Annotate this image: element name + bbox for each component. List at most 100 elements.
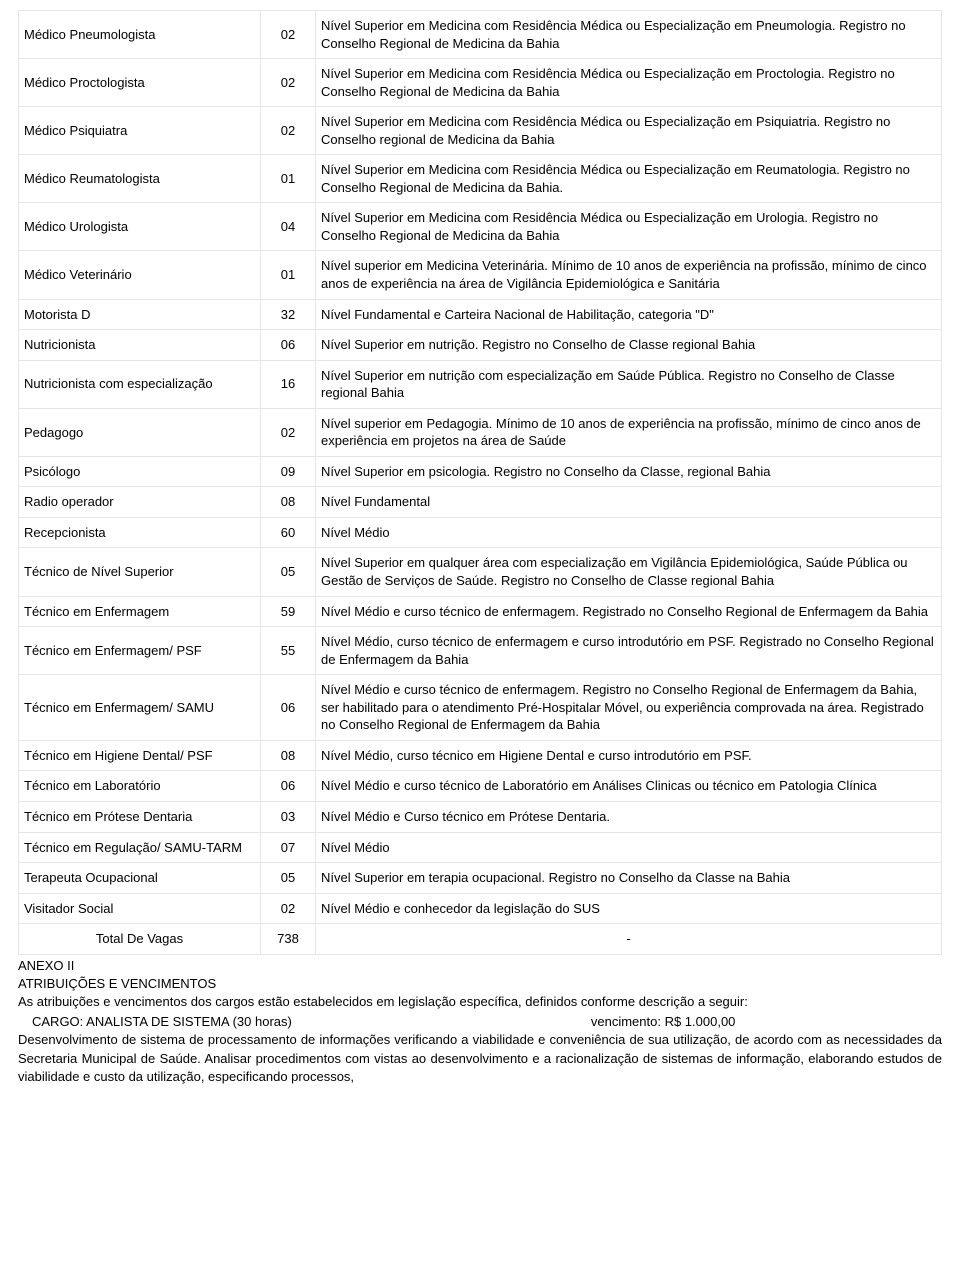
cell-cargo: Técnico em Laboratório: [19, 771, 261, 802]
cell-requisito: Nível Superior em psicologia. Registro n…: [316, 456, 942, 487]
cell-vagas: 32: [261, 299, 316, 330]
cargos-table: Médico Pneumologista02Nível Superior em …: [18, 10, 942, 955]
table-row: Técnico em Enfermagem59Nível Médio e cur…: [19, 596, 942, 627]
cell-requisito: Nível Médio e Curso técnico em Prótese D…: [316, 801, 942, 832]
table-row: Técnico em Higiene Dental/ PSF08Nível Mé…: [19, 740, 942, 771]
table-row: Terapeuta Ocupacional05Nível Superior em…: [19, 863, 942, 894]
cell-vagas: 55: [261, 627, 316, 675]
anexo-cargo-label: CARGO: ANALISTA DE SISTEMA (30 horas): [18, 1013, 591, 1031]
cell-cargo: Nutricionista com especialização: [19, 360, 261, 408]
cell-cargo: Técnico em Prótese Dentaria: [19, 801, 261, 832]
table-row: Pedagogo02Nível superior em Pedagogia. M…: [19, 408, 942, 456]
table-row: Técnico de Nível Superior05Nível Superio…: [19, 548, 942, 596]
cell-vagas: 07: [261, 832, 316, 863]
cell-requisito: Nível Superior em Medicina com Residênci…: [316, 11, 942, 59]
table-row: Médico Veterinário01Nível superior em Me…: [19, 251, 942, 299]
table-row: Radio operador08Nível Fundamental: [19, 487, 942, 518]
cell-cargo: Técnico de Nível Superior: [19, 548, 261, 596]
cell-vagas: 08: [261, 740, 316, 771]
table-row: Nutricionista06Nível Superior em nutriçã…: [19, 330, 942, 361]
table-row: Psicólogo09Nível Superior em psicologia.…: [19, 456, 942, 487]
table-row: Médico Pneumologista02Nível Superior em …: [19, 11, 942, 59]
cell-cargo: Pedagogo: [19, 408, 261, 456]
total-value: 738: [261, 924, 316, 955]
cell-requisito: Nível Superior em Medicina com Residênci…: [316, 155, 942, 203]
anexo-body: Desenvolvimento de sistema de processame…: [18, 1031, 942, 1086]
cell-cargo: Terapeuta Ocupacional: [19, 863, 261, 894]
anexo-subtitle: ATRIBUIÇÕES E VENCIMENTOS: [18, 975, 942, 993]
cell-vagas: 06: [261, 771, 316, 802]
cell-vagas: 05: [261, 863, 316, 894]
cell-requisito: Nível Médio e curso técnico de enfermage…: [316, 596, 942, 627]
anexo-vencimento-label: vencimento: R$ 1.000,00: [591, 1013, 942, 1031]
table-row: Recepcionista60Nível Médio: [19, 517, 942, 548]
cell-vagas: 08: [261, 487, 316, 518]
table-row: Técnico em Enfermagem/ PSF55Nível Médio,…: [19, 627, 942, 675]
table-row: Técnico em Enfermagem/ SAMU06Nível Médio…: [19, 675, 942, 741]
table-row: Técnico em Regulação/ SAMU-TARM07Nível M…: [19, 832, 942, 863]
anexo-title: ANEXO II: [18, 957, 942, 975]
cell-vagas: 02: [261, 408, 316, 456]
anexo-intro: As atribuições e vencimentos dos cargos …: [18, 993, 942, 1011]
cell-cargo: Técnico em Enfermagem: [19, 596, 261, 627]
table-row: Médico Proctologista02Nível Superior em …: [19, 59, 942, 107]
table-total-row: Total De Vagas738-: [19, 924, 942, 955]
cell-cargo: Técnico em Enfermagem/ SAMU: [19, 675, 261, 741]
table-row: Médico Reumatologista01Nível Superior em…: [19, 155, 942, 203]
cell-vagas: 06: [261, 675, 316, 741]
cell-vagas: 09: [261, 456, 316, 487]
table-row: Médico Psiquiatra02Nível Superior em Med…: [19, 107, 942, 155]
table-row: Médico Urologista04Nível Superior em Med…: [19, 203, 942, 251]
cell-requisito: Nível Médio e curso técnico de Laboratór…: [316, 771, 942, 802]
cell-requisito: Nível Fundamental e Carteira Nacional de…: [316, 299, 942, 330]
anexo-section: ANEXO II ATRIBUIÇÕES E VENCIMENTOS As at…: [18, 957, 942, 1086]
cell-cargo: Nutricionista: [19, 330, 261, 361]
cell-requisito: Nível Superior em nutrição. Registro no …: [316, 330, 942, 361]
cell-requisito: Nível superior em Medicina Veterinária. …: [316, 251, 942, 299]
cell-requisito: Nível Médio, curso técnico de enfermagem…: [316, 627, 942, 675]
cell-cargo: Psicólogo: [19, 456, 261, 487]
cell-vagas: 16: [261, 360, 316, 408]
cell-cargo: Recepcionista: [19, 517, 261, 548]
cell-vagas: 59: [261, 596, 316, 627]
cell-vagas: 60: [261, 517, 316, 548]
cell-cargo: Médico Psiquiatra: [19, 107, 261, 155]
cell-vagas: 04: [261, 203, 316, 251]
cell-vagas: 05: [261, 548, 316, 596]
cell-requisito: Nível Médio: [316, 517, 942, 548]
cell-vagas: 01: [261, 251, 316, 299]
cell-vagas: 02: [261, 107, 316, 155]
cell-cargo: Médico Veterinário: [19, 251, 261, 299]
cell-requisito: Nível Fundamental: [316, 487, 942, 518]
cell-cargo: Médico Reumatologista: [19, 155, 261, 203]
table-row: Visitador Social02Nível Médio e conheced…: [19, 893, 942, 924]
cell-vagas: 02: [261, 59, 316, 107]
total-label: Total De Vagas: [19, 924, 261, 955]
cell-cargo: Radio operador: [19, 487, 261, 518]
table-row: Técnico em Prótese Dentaria03Nível Médio…: [19, 801, 942, 832]
cell-requisito: Nível Superior em terapia ocupacional. R…: [316, 863, 942, 894]
cell-vagas: 01: [261, 155, 316, 203]
cell-vagas: 06: [261, 330, 316, 361]
cell-cargo: Técnico em Enfermagem/ PSF: [19, 627, 261, 675]
cell-requisito: Nível Médio e curso técnico de enfermage…: [316, 675, 942, 741]
cell-requisito: Nível Superior em Medicina com Residênci…: [316, 59, 942, 107]
cell-requisito: Nível Superior em Medicina com Residênci…: [316, 203, 942, 251]
cell-cargo: Técnico em Regulação/ SAMU-TARM: [19, 832, 261, 863]
cell-cargo: Técnico em Higiene Dental/ PSF: [19, 740, 261, 771]
table-row: Técnico em Laboratório06Nível Médio e cu…: [19, 771, 942, 802]
cell-vagas: 02: [261, 11, 316, 59]
cell-vagas: 03: [261, 801, 316, 832]
cell-cargo: Médico Urologista: [19, 203, 261, 251]
cell-requisito: Nível Médio, curso técnico em Higiene De…: [316, 740, 942, 771]
cell-vagas: 02: [261, 893, 316, 924]
anexo-cargo-row: CARGO: ANALISTA DE SISTEMA (30 horas) ve…: [18, 1013, 942, 1031]
cell-requisito: Nível Superior em Medicina com Residênci…: [316, 107, 942, 155]
cell-cargo: Médico Pneumologista: [19, 11, 261, 59]
table-row: Motorista D32Nível Fundamental e Carteir…: [19, 299, 942, 330]
cell-requisito: Nível Médio e conhecedor da legislação d…: [316, 893, 942, 924]
cell-requisito: Nível Superior em qualquer área com espe…: [316, 548, 942, 596]
total-dash: -: [316, 924, 942, 955]
cell-requisito: Nível Médio: [316, 832, 942, 863]
cell-cargo: Motorista D: [19, 299, 261, 330]
